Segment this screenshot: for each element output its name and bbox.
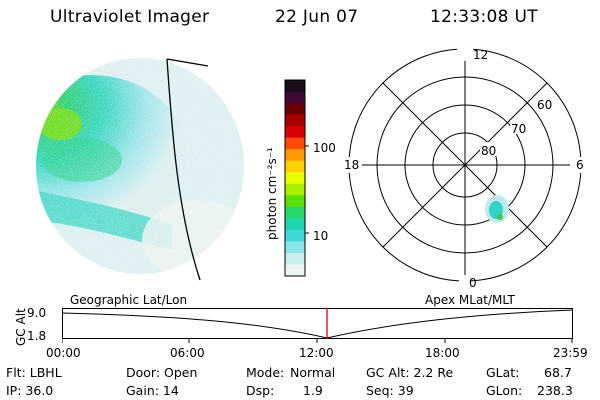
lat-label-60: 60 [537,98,552,112]
polar-diagonal-b [382,82,548,248]
lat-label-70: 70 [511,122,526,136]
colorbar-tick-10: 10 [313,229,329,243]
dsp-label: Dsp: [246,383,275,398]
geographic-latlon-label: Geographic Lat/Lon [70,293,188,307]
colorbar-segment [285,195,305,208]
filter-info: Flt: LBHL [6,365,62,380]
colorbar-segment [285,229,305,242]
ip-info: IP: 36.0 [6,383,54,398]
colorbar-segment [285,80,305,93]
colorbar-segment [285,114,305,127]
colorbar-segment [285,252,305,265]
glon-label: GLon: [486,383,523,398]
mlt-label-18: 18 [344,158,359,172]
mlt-label-0: 0 [469,276,477,290]
colorbar-segment [285,206,305,219]
x-tick-0600: 06:00 [170,346,205,360]
colorbar-segment [285,241,305,254]
door-info: Door: Open [126,365,198,380]
colorbar-segment [285,137,305,150]
observation-date: 22 Jun 07 [275,7,359,27]
gc-alt-info: GC Alt: 2.2 Re [366,365,454,380]
colorbar-unit-text: photon cm⁻²s⁻¹ [265,147,279,240]
geographic-image [36,58,244,281]
mlt-label-12: 12 [473,48,488,62]
colorbar-segment [285,264,305,277]
y-tick-9.0: 9.0 [27,306,47,320]
mode-label: Mode: [246,365,285,380]
colorbar-segment [285,91,305,104]
y-tick-1.8: 1.8 [27,329,47,343]
colorbar-frame [284,79,306,277]
polar-mlat-mlt-plot: 12 18 6 0 60 70 80 [340,48,588,290]
mlt-label-6: 6 [576,158,584,172]
mode-value: Normal [290,365,336,380]
colorbar-segment [285,172,305,185]
observation-time: 12:33:08 UT [430,7,538,27]
colorbar-segment [285,183,305,196]
instrument-title: Ultraviolet Imager [50,7,210,27]
colorbar-segment [285,103,305,116]
polar-auroral-patch [485,195,509,223]
colorbar-segment [285,160,305,173]
color-scale-bar [284,79,309,277]
glon-value: 238.3 [537,383,573,398]
x-tick-1800: 18:00 [425,346,460,360]
apex-mlat-mlt-label: Apex MLat/MLT [425,293,515,307]
gc-alt-axis-label: GC Alt [14,308,28,346]
altitude-curve [62,309,574,339]
colorbar-segment [285,126,305,139]
timeline-frame [62,308,573,339]
colorbar-unit-label: photon cm⁻²s⁻¹ [265,147,279,240]
dsp-value: 1.9 [303,383,323,398]
colorbar-segment [285,218,305,231]
colorbar-tick-100: 100 [313,141,336,155]
glat-label: GLat: [486,365,520,380]
lat-label-80: 80 [481,144,496,158]
seq-info: Seq: 39 [366,383,414,398]
gc-alt-axis-text: GC Alt [14,308,28,346]
colorbar-segment [285,149,305,162]
glat-value: 68.7 [544,365,572,380]
x-tick-0000: 00:00 [46,346,81,360]
x-tick-1200: 12:00 [299,346,334,360]
gain-info: Gain: 14 [126,383,179,398]
altitude-timeline-chart [62,308,574,343]
x-tick-2359: 23:59 [553,346,588,360]
